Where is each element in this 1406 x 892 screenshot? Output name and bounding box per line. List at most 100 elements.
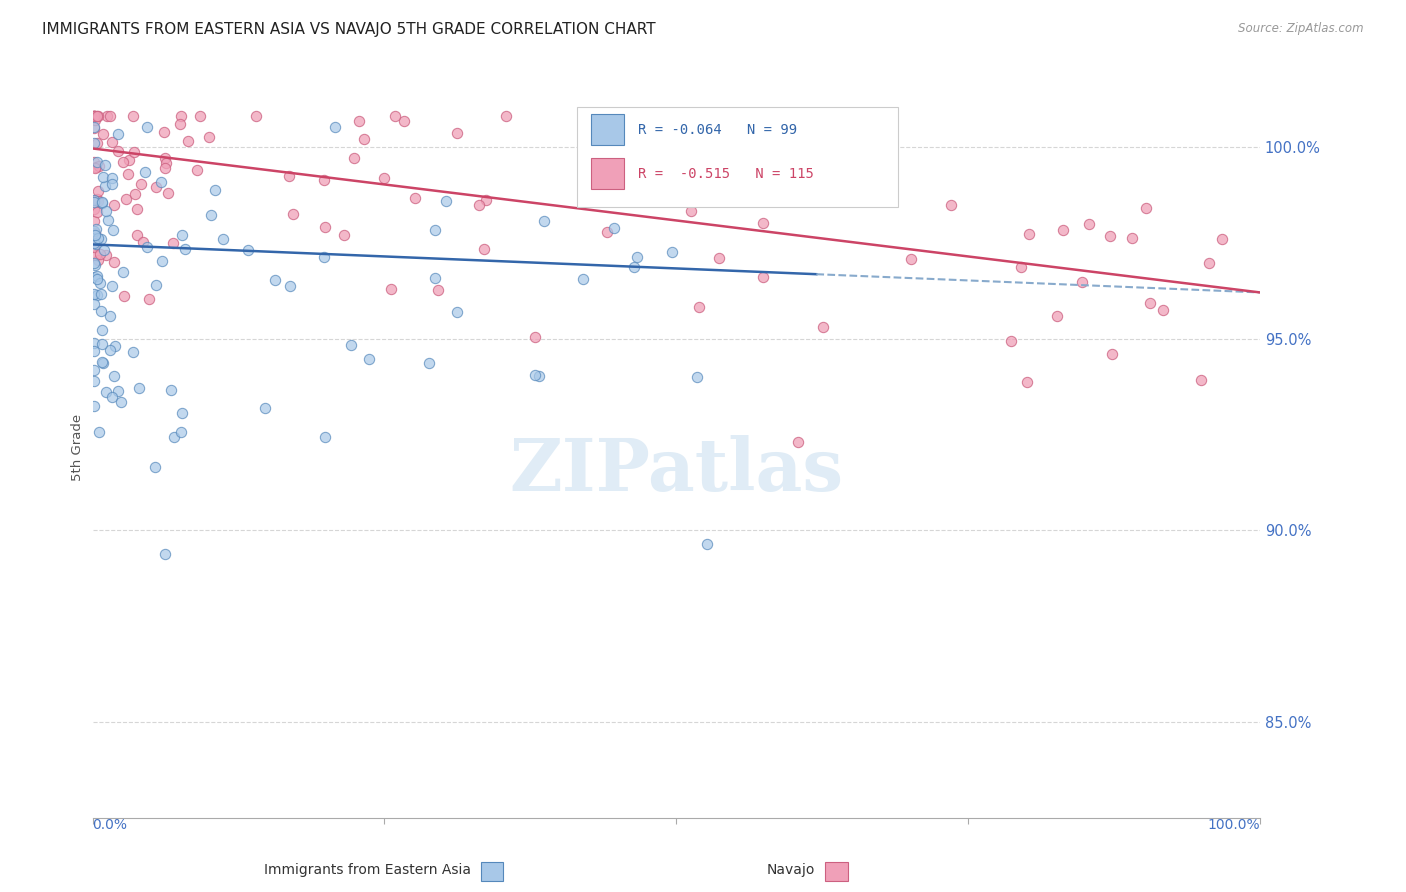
Text: ZIPatlas: ZIPatlas: [509, 434, 844, 506]
Point: [1101, 347, 1123, 361]
Point: [90, 194, 112, 209]
Point: [134, 165, 156, 179]
Point: [380, 282, 402, 296]
Point: [314, 219, 336, 234]
Point: [83, 120, 105, 135]
Point: [86, 109, 108, 123]
Point: [841, 160, 863, 174]
Point: [283, 206, 305, 220]
Point: [100, 278, 122, 293]
Point: [98, 310, 121, 324]
Point: [86, 253, 108, 268]
Point: [125, 202, 148, 216]
Point: [87, 159, 110, 173]
Point: [94, 248, 117, 262]
Point: [86, 154, 108, 169]
Point: [103, 223, 125, 237]
Point: [132, 235, 155, 250]
Point: [94, 178, 117, 193]
Text: Navajo: Navajo: [768, 863, 815, 877]
Point: [343, 151, 366, 165]
Point: [472, 242, 495, 256]
Point: [83, 109, 105, 123]
Point: [1078, 217, 1101, 231]
Point: [468, 198, 491, 212]
Point: [98, 343, 121, 358]
Point: [1189, 373, 1212, 387]
Point: [427, 283, 450, 297]
Point: [423, 271, 446, 285]
Point: [263, 273, 285, 287]
Point: [86, 205, 108, 219]
Point: [312, 173, 335, 187]
Point: [83, 374, 105, 388]
Point: [523, 368, 546, 383]
Point: [107, 127, 129, 141]
Point: [446, 305, 468, 319]
Point: [254, 401, 277, 415]
Point: [404, 191, 426, 205]
Point: [236, 243, 259, 257]
Point: [153, 161, 176, 176]
Point: [86, 269, 108, 284]
Point: [83, 193, 105, 207]
Point: [83, 224, 105, 238]
Point: [688, 301, 710, 315]
Point: [83, 240, 105, 254]
FancyBboxPatch shape: [591, 158, 624, 189]
Point: [90, 304, 112, 318]
Point: [84, 222, 107, 236]
Point: [117, 167, 139, 181]
Point: [170, 425, 193, 439]
Point: [592, 125, 614, 139]
Point: [811, 319, 834, 334]
Point: [83, 154, 105, 169]
Point: [170, 406, 193, 420]
Point: [83, 256, 105, 270]
Point: [200, 209, 222, 223]
Point: [359, 352, 381, 367]
Point: [605, 161, 627, 175]
Point: [177, 134, 200, 148]
Point: [155, 156, 177, 170]
Point: [89, 425, 111, 439]
Point: [112, 289, 135, 303]
Point: [595, 225, 617, 239]
Point: [89, 276, 111, 290]
Point: [91, 195, 114, 210]
Point: [110, 394, 132, 409]
Point: [332, 227, 354, 242]
Point: [145, 278, 167, 293]
Point: [90, 287, 112, 301]
Point: [325, 120, 347, 135]
Point: [752, 216, 775, 230]
Point: [533, 214, 555, 228]
Point: [423, 223, 446, 237]
Point: [1018, 227, 1040, 241]
Point: [523, 330, 546, 344]
Point: [87, 231, 110, 245]
Point: [91, 355, 114, 369]
Point: [96, 204, 118, 219]
Text: 100.0%: 100.0%: [1208, 818, 1260, 832]
Point: [83, 194, 105, 209]
Point: [384, 109, 406, 123]
Point: [699, 178, 721, 193]
Point: [129, 177, 152, 191]
Point: [101, 390, 124, 404]
Point: [84, 247, 107, 261]
Point: [1045, 309, 1067, 323]
Point: [83, 399, 105, 413]
Point: [97, 213, 120, 227]
Text: Immigrants from Eastern Asia: Immigrants from Eastern Asia: [264, 863, 471, 877]
Point: [87, 184, 110, 198]
Point: [527, 369, 550, 384]
Point: [661, 245, 683, 260]
Point: [107, 144, 129, 158]
Point: [84, 227, 107, 242]
Point: [900, 252, 922, 266]
Point: [170, 109, 193, 123]
Point: [93, 169, 115, 184]
Point: [83, 109, 105, 123]
Point: [679, 203, 702, 218]
